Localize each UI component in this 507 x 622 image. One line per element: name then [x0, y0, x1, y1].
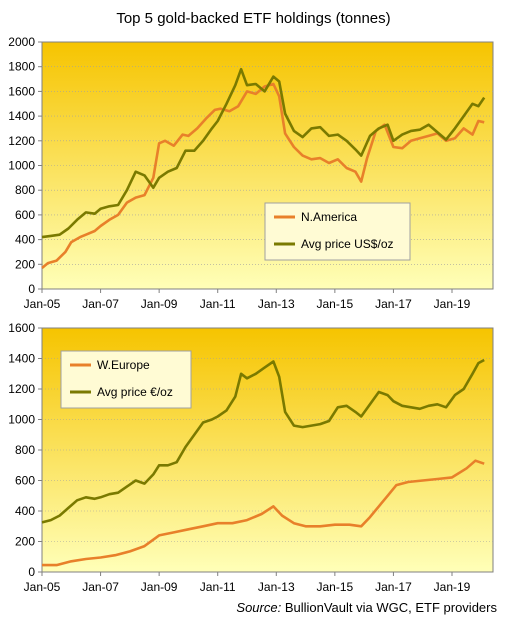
y-tick-label: 400 [15, 504, 35, 518]
y-tick-label: 2000 [8, 35, 35, 49]
x-tick-label: Jan-05 [24, 580, 61, 594]
y-tick-label: 600 [15, 208, 35, 222]
y-tick-label: 1400 [8, 109, 35, 123]
legend-box [264, 202, 411, 261]
x-tick-label: Jan-11 [200, 580, 236, 594]
x-tick-label: Jan-17 [375, 580, 412, 594]
x-tick-label: Jan-19 [434, 297, 471, 311]
x-tick-label: Jan-11 [200, 297, 236, 311]
y-tick-label: 1000 [8, 413, 35, 427]
y-tick-label: 200 [15, 257, 35, 271]
y-tick-label: 600 [15, 474, 35, 488]
x-tick-label: Jan-13 [258, 297, 295, 311]
y-tick-label: 400 [15, 233, 35, 247]
x-tick-label: Jan-17 [375, 297, 412, 311]
top-chart-panel: 0 200 400 600 800 1000 1200 1400 1600 1800 2000 Jan… [8, 35, 494, 311]
y-tick-label: 1400 [8, 352, 35, 366]
source-note: Source: BullionVault via WGC, ETF provid… [236, 600, 497, 615]
legend-box [60, 350, 192, 409]
x-tick-label: Jan-07 [82, 297, 119, 311]
y-tick-label: 1200 [8, 134, 35, 148]
y-tick-label: 1000 [8, 159, 35, 173]
y-tick-label: 1600 [8, 321, 35, 335]
y-tick-label: 0 [28, 282, 35, 296]
source-text: BullionVault via WGC, ETF providers [281, 600, 497, 615]
x-tick-label: Jan-05 [24, 297, 61, 311]
legend-label-0: N.America [301, 210, 357, 224]
series-line-1 [41, 358, 485, 524]
y-tick-label: 1800 [8, 60, 35, 74]
y-tick-label: 1200 [8, 382, 35, 396]
chart-title: Top 5 gold-backed ETF holdings (tonnes) [116, 10, 391, 27]
y-tick-label: 800 [15, 183, 35, 197]
x-tick-label: Jan-19 [434, 580, 471, 594]
x-tick-label: Jan-15 [317, 580, 354, 594]
legend-label-0: W.Europe [97, 358, 150, 372]
legend-label-1: Avg price €/oz [97, 385, 173, 399]
y-tick-label: 800 [15, 443, 35, 457]
x-tick-label: Jan-15 [317, 297, 354, 311]
series-line-0 [41, 82, 485, 270]
legend-label-1: Avg price US$/oz [301, 237, 394, 251]
x-tick-label: Jan-09 [141, 580, 178, 594]
source-label: Source: [236, 600, 282, 615]
series-line-1 [41, 67, 486, 239]
x-tick-label: Jan-09 [141, 297, 178, 311]
series-line-0 [42, 459, 485, 567]
x-tick-label: Jan-13 [258, 580, 295, 594]
y-tick-label: 200 [15, 535, 35, 549]
x-tick-label: Jan-07 [82, 580, 119, 594]
bottom-chart-panel: 0 200 400 600 800 1000 1200 1400 1600 Jan-05 Jan-0… [8, 321, 494, 594]
y-tick-label: 1600 [8, 84, 35, 98]
y-tick-label: 0 [28, 565, 35, 579]
